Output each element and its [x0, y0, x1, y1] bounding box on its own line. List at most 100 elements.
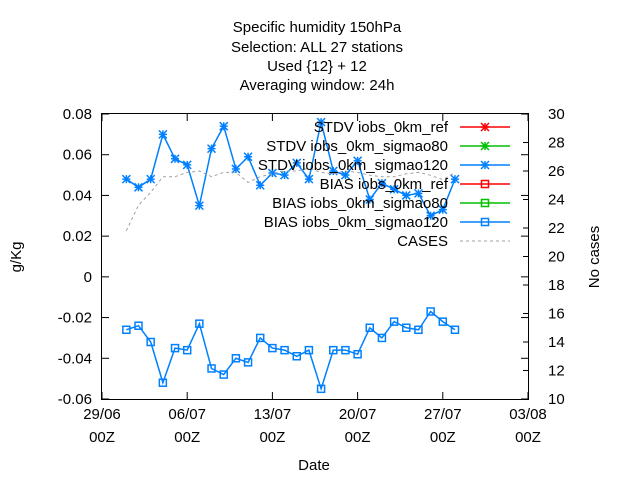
marker-stroke — [158, 129, 168, 139]
marker-stroke — [182, 160, 192, 170]
y2-axis-label: No cases — [586, 226, 603, 289]
data-point — [316, 117, 326, 127]
x-tick-label-hour: 00Z — [89, 429, 115, 446]
y2-tick-label: 28 — [548, 135, 565, 152]
y-axis-ticks: 0.08 0.06 0.04 0.02 0 -0.02 -0.04 -0.06 — [58, 106, 528, 408]
data-point — [438, 317, 448, 326]
data-point — [219, 121, 229, 131]
data-point — [207, 364, 216, 373]
data-point — [389, 317, 399, 326]
data-point — [414, 325, 423, 335]
x-tick-label-hour: 00Z — [345, 429, 371, 446]
chart-title: Specific humidity 150hPa Selection: ALL … — [231, 19, 403, 94]
x-tick-label-date: 27/07 — [424, 406, 462, 423]
title-line-4: Averaging window: 24h — [240, 77, 395, 94]
data-point — [365, 194, 375, 205]
marker-stroke — [133, 182, 144, 192]
data-point — [365, 323, 375, 332]
marker-stroke — [365, 194, 375, 205]
data-point — [158, 378, 168, 387]
legend-label: STDV iobs_0km_ref — [314, 119, 449, 136]
data-point — [353, 349, 362, 359]
data-point — [426, 307, 435, 316]
data-point — [170, 154, 180, 164]
data-point — [158, 129, 168, 139]
x-tick-label-date: 20/07 — [339, 406, 377, 423]
data-point — [267, 168, 277, 178]
legend-label: BIAS iobs_0km_sigmao80 — [272, 195, 448, 212]
marker-stroke — [219, 121, 229, 131]
data-point — [134, 321, 143, 330]
marker-stroke — [280, 170, 290, 180]
y-tick-label: 0.06 — [63, 147, 92, 164]
marker-stroke — [480, 141, 490, 151]
title-line-1: Specific humidity 150hPa — [233, 19, 402, 36]
x-tick-label-date: 06/07 — [168, 406, 206, 423]
data-point — [341, 345, 350, 355]
y2-tick-label: 24 — [548, 192, 565, 209]
data-point — [122, 325, 131, 335]
legend-label: BIAS iobs_0km_sigmao120 — [264, 214, 448, 231]
data-point — [207, 144, 217, 154]
marker-stroke — [146, 174, 156, 184]
series-line — [125, 121, 456, 217]
marker-stroke — [292, 158, 302, 168]
series-5 — [122, 307, 460, 394]
legend-marker — [480, 141, 490, 151]
x-tick-label-hour: 00Z — [174, 429, 200, 446]
data-point — [340, 170, 350, 180]
y-tick-label: -0.04 — [58, 350, 92, 367]
data-point — [280, 170, 290, 180]
y-tick-label: 0.04 — [63, 187, 92, 204]
data-point — [292, 158, 302, 168]
x-tick-label-date: 29/06 — [83, 406, 121, 423]
y2-tick-label: 26 — [548, 163, 565, 180]
data-point — [243, 358, 253, 367]
data-point — [450, 325, 460, 335]
data-point — [231, 164, 241, 174]
data-point — [133, 182, 144, 192]
data-point — [170, 343, 180, 353]
data-point — [413, 188, 423, 198]
series-layer — [121, 117, 460, 394]
marker-stroke — [401, 190, 411, 200]
title-line-2: Selection: ALL 27 stations — [231, 39, 403, 56]
data-point — [304, 345, 314, 355]
legend: STDV iobs_0km_ref STDV iobs_0km_sigmao80 S… — [258, 119, 510, 250]
data-point — [195, 319, 204, 328]
data-point — [268, 343, 277, 353]
legend-label: STDV iobs_0km_sigmao80 — [266, 138, 448, 155]
y2-tick-label: 16 — [548, 306, 565, 323]
marker-stroke — [243, 152, 253, 162]
data-point — [219, 370, 228, 379]
marker-stroke — [353, 156, 363, 166]
series-2 — [121, 117, 460, 221]
data-point — [121, 174, 131, 184]
legend-marker — [480, 198, 490, 208]
marker-stroke — [480, 122, 490, 132]
marker-stroke — [328, 166, 338, 176]
data-point — [146, 174, 156, 184]
data-point — [146, 337, 155, 347]
y-tick-label: -0.06 — [58, 391, 92, 408]
y-tick-label: 0.02 — [63, 228, 92, 245]
y2-tick-label: 20 — [548, 249, 565, 266]
marker-stroke — [231, 164, 241, 174]
y-axis-label: g/Kg — [8, 242, 25, 273]
y-tick-label: 0.08 — [63, 106, 92, 123]
data-point — [450, 174, 460, 184]
x-axis-ticks: 29/06 00Z 06/07 00Z 13/07 00Z 20/07 00Z 27/07 00Z… — [83, 114, 547, 446]
y2-tick-label: 18 — [548, 277, 565, 294]
data-point — [243, 152, 253, 162]
data-point — [402, 323, 411, 332]
legend-marker — [480, 217, 490, 227]
data-point — [231, 354, 241, 363]
y-tick-label: 0 — [84, 269, 92, 286]
data-point — [426, 211, 436, 221]
x-tick-label-date: 03/08 — [509, 406, 547, 423]
x-tick-label-date: 13/07 — [254, 406, 292, 423]
y2-tick-label: 30 — [548, 106, 565, 123]
marker-stroke — [426, 211, 436, 221]
y2-tick-label: 12 — [548, 363, 565, 380]
